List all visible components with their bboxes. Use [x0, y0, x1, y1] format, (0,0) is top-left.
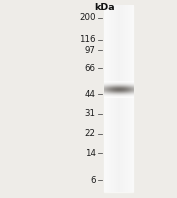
Text: 31: 31 [85, 109, 96, 118]
Text: 22: 22 [85, 129, 96, 138]
Text: 6: 6 [90, 176, 96, 185]
Text: kDa: kDa [94, 3, 115, 12]
Bar [104, 6, 133, 192]
Text: 116: 116 [79, 35, 96, 44]
Text: 66: 66 [85, 64, 96, 73]
Text: 97: 97 [85, 46, 96, 55]
Text: 200: 200 [79, 13, 96, 22]
Text: 14: 14 [85, 149, 96, 158]
Text: 44: 44 [85, 89, 96, 99]
